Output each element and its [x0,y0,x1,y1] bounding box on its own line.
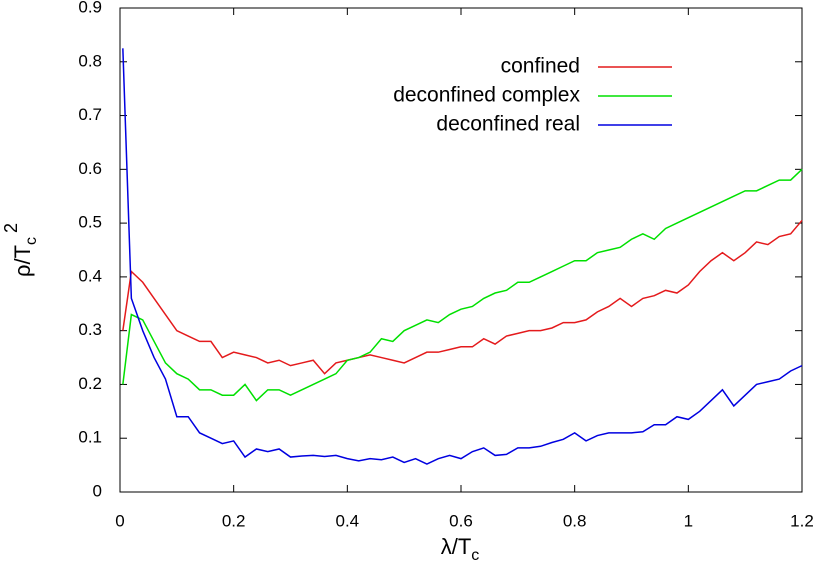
y-tick-label: 0.6 [78,159,102,178]
x-tick-label: 0.2 [222,511,246,530]
series-line [122,48,803,465]
legend-label: deconfined real [436,113,580,136]
x-tick-label: 1 [684,511,693,530]
y-label-main: ρ/T [10,245,35,277]
legend-label: confined [501,55,580,78]
y-axis-label: ρ/Tc2 [1,223,40,277]
y-tick-label: 0.7 [78,105,102,124]
x-tick-label: 0.4 [336,511,360,530]
y-label-sub: c [23,237,40,245]
x-tick-label: 0.6 [449,511,473,530]
x-label-sub: c [471,547,479,564]
plot-frame [119,7,803,493]
series-line [122,219,803,375]
y-tick-label: 0.5 [78,213,102,232]
x-tick-label: 1.2 [790,511,814,530]
y-tick-label: 0.3 [78,320,102,339]
legend-label: deconfined complex [393,84,580,107]
series-line [122,168,803,402]
y-tick-label: 0.2 [78,374,102,393]
x-axis-label: λ/Tc [441,534,480,564]
x-tick-label: 0.8 [563,511,587,530]
y-tick-label: 0.4 [78,266,102,285]
y-tick-label: 0 [93,481,102,500]
y-tick-label: 0.8 [78,51,102,70]
x-tick-label: 0 [115,511,124,530]
y-label-sup: 2 [1,223,21,233]
x-label-main: λ/T [441,534,472,559]
y-tick-label: 0.9 [78,0,102,16]
legend: confined deconfined complex deconfined rea… [393,55,672,136]
y-tick-label: 0.1 [78,428,102,447]
